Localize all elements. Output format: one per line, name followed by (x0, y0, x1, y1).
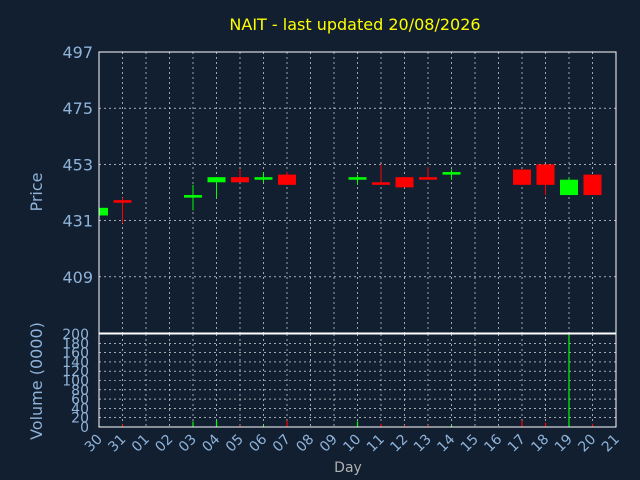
day-tick-label: 09 (317, 432, 341, 456)
day-tick-label: 04 (199, 431, 223, 455)
price-tick-label: 497 (62, 43, 93, 62)
chart-title: NAIT - last updated 20/08/2026 (229, 15, 480, 34)
candle-12 (395, 177, 414, 188)
candle-11 (372, 164, 390, 185)
candle-body (99, 207, 108, 216)
price-ticks: 497 475 453 431 409 (62, 43, 93, 287)
day-tick-label: 19 (552, 432, 576, 456)
day-tick-label: 05 (223, 432, 247, 456)
volume-tick-label: 80 (71, 383, 89, 399)
volume-tick-label: 60 (71, 392, 89, 408)
candle-body (184, 195, 202, 198)
day-tick-label: 16 (481, 431, 505, 455)
candle-19 (560, 177, 578, 196)
day-tick-label: 10 (340, 432, 364, 456)
candle-body (419, 177, 437, 180)
candle-05 (231, 169, 249, 183)
day-tick-label: 17 (505, 432, 529, 456)
day-tick-label: 07 (270, 432, 294, 456)
candle-body (372, 182, 390, 185)
candle-31 (113, 197, 132, 224)
volume-tick-label: 160 (62, 346, 89, 362)
candle-20 (583, 174, 602, 196)
volume-bars (98, 334, 594, 427)
volume-panel-frame (98, 333, 617, 428)
volume-tick-label: 140 (62, 355, 89, 371)
day-tick-label: 08 (293, 432, 317, 456)
candle-body (113, 200, 132, 203)
volume-tick-label: 180 (62, 336, 89, 352)
candle-18 (536, 164, 555, 196)
day-tick-label: 03 (176, 432, 200, 456)
volume-tick-label: 20 (71, 411, 89, 427)
candle-body (583, 174, 602, 196)
day-tick-label: 21 (599, 432, 623, 456)
candle-body (254, 177, 273, 180)
day-ticks: 30 31 01 02 03 04 05 06 07 08 09 10 11 12 13 14 15 16 17 18… (82, 431, 623, 455)
price-tick-label: 409 (62, 268, 93, 287)
day-tick-label: 14 (434, 431, 458, 455)
candle-10 (348, 174, 367, 185)
price-tick-label: 431 (62, 212, 93, 231)
candle-30 (98, 205, 108, 216)
price-tick-label: 453 (62, 155, 93, 174)
price-tick-label: 475 (62, 99, 93, 118)
candle-body (348, 177, 367, 180)
x-axis-label: Day (334, 460, 362, 476)
candle-body (278, 174, 296, 185)
candle-14 (442, 169, 461, 180)
day-tick-label: 18 (528, 432, 552, 456)
day-tick-label: 01 (129, 432, 153, 456)
volume-tick-label: 200 (62, 327, 89, 343)
volume-axis-label: Volume (0000) (27, 322, 46, 440)
candle-body (231, 177, 249, 183)
candle-04 (207, 177, 226, 198)
candle-body (207, 177, 226, 183)
day-tick-label: 20 (575, 432, 599, 456)
price-axis-label: Price (27, 172, 46, 211)
candle-body (513, 169, 531, 185)
price-panel-frame (98, 51, 617, 334)
candle-body (560, 179, 578, 196)
day-tick-label: 02 (152, 432, 176, 456)
candle-13 (419, 166, 437, 180)
volume-tick-label: 120 (62, 364, 89, 380)
volume-tick-label: 100 (62, 374, 89, 390)
candle-06 (254, 172, 273, 183)
candle-07 (278, 172, 296, 185)
candle-body (536, 164, 555, 185)
day-tick-label: 12 (387, 432, 411, 456)
volume-tick-label: 40 (71, 401, 89, 417)
day-tick-label: 15 (458, 432, 482, 456)
day-tick-label: 13 (411, 432, 435, 456)
volume-tick-label: 0 (80, 420, 89, 436)
day-tick-label: 06 (246, 431, 270, 455)
candle-03 (184, 184, 202, 211)
day-tick-label: 31 (105, 432, 129, 456)
candle-body (395, 177, 414, 188)
candle-17 (513, 169, 531, 185)
volume-grid (98, 333, 617, 428)
candles (98, 164, 602, 224)
price-grid (98, 51, 617, 333)
candle-body (442, 172, 461, 175)
day-tick-label: 11 (364, 432, 388, 456)
